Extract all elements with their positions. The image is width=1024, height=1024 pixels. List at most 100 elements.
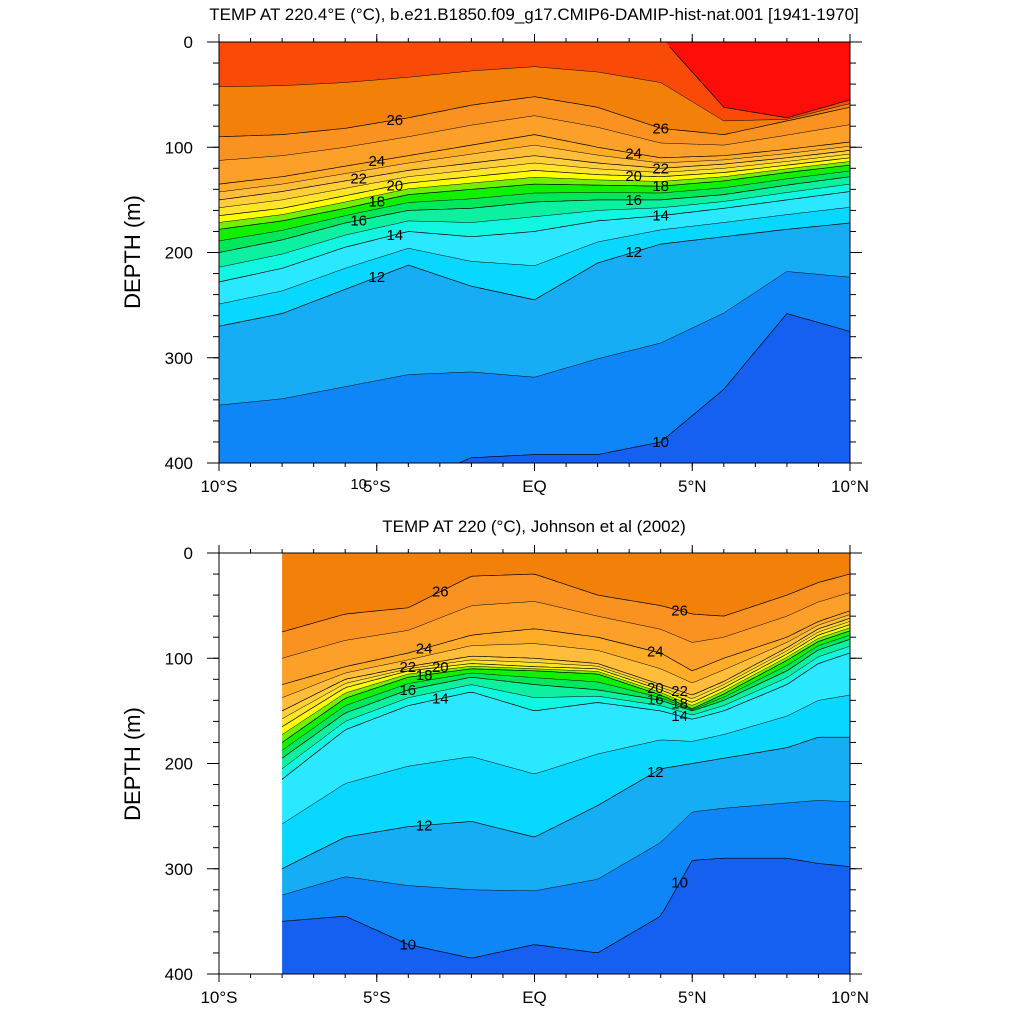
- contour-line-21: [282, 621, 850, 720]
- contour-label-10: 10: [671, 875, 688, 892]
- contour-band-above-28: [665, 42, 850, 118]
- contour-label-26: 26: [671, 603, 688, 620]
- contour-label-12: 12: [647, 764, 664, 781]
- contour-label-22: 22: [399, 659, 416, 676]
- contour-label-12: 12: [368, 269, 385, 286]
- contour-band-25: [282, 574, 850, 659]
- x-tick-label: 5°S: [363, 988, 391, 1007]
- x-tick-label: 5°N: [678, 988, 707, 1007]
- x-tick-label: 5°S: [363, 477, 391, 496]
- contour-line-20: [219, 157, 850, 217]
- filled-contours-bottom: [282, 553, 850, 974]
- contour-band-10: [219, 271, 850, 463]
- contour-band-10: [282, 800, 850, 958]
- contour-band-16: [219, 170, 850, 253]
- contour-band-21: [219, 150, 850, 208]
- y-tick-label: 0: [184, 544, 193, 563]
- x-tick-label: 5°N: [678, 477, 707, 496]
- contour-label-26: 26: [432, 584, 449, 601]
- contour-label-16: 16: [647, 691, 664, 708]
- contour-label-14: 14: [652, 208, 669, 225]
- contour-label-16: 16: [350, 212, 367, 229]
- contour-label-12: 12: [625, 244, 642, 261]
- contour-band-18: [282, 627, 850, 743]
- contour-line-17: [282, 634, 850, 751]
- contour-label-22: 22: [652, 160, 669, 177]
- filled-contours-top: [219, 42, 850, 463]
- contour-label-16: 16: [625, 192, 642, 209]
- contour-line-12: [219, 222, 850, 327]
- contour-band-15: [219, 176, 850, 268]
- contour-line-24: [282, 610, 850, 685]
- contour-band-24: [219, 115, 850, 185]
- contour-label-18: 18: [416, 667, 433, 684]
- contour-line-20: [282, 624, 850, 727]
- contour-label-18: 18: [368, 194, 385, 211]
- chart-panel-top: TEMP AT 220.4°E (°C), b.e21.B1850.f09_g1…: [120, 5, 869, 496]
- contour-line-16: [219, 176, 850, 253]
- contour-line-21: [219, 153, 850, 209]
- contour-line-14: [282, 652, 850, 780]
- contour-band-17: [219, 165, 850, 241]
- contour-line-13: [282, 694, 850, 825]
- contour-label-26: 26: [652, 120, 669, 137]
- contour-band-below-10: [458, 313, 850, 463]
- contour-line-19: [282, 627, 850, 735]
- contour-band-below-10: [282, 858, 850, 974]
- contour-label-18: 18: [652, 178, 669, 195]
- contour-label-22: 22: [350, 171, 367, 188]
- contour-band-24: [282, 592, 850, 685]
- contour-line-19: [219, 161, 850, 223]
- contour-label-20: 20: [647, 680, 664, 697]
- contour-lines-bottom: [282, 573, 850, 959]
- contour-line-14: [219, 191, 850, 283]
- y-tick-label: 400: [165, 454, 193, 473]
- y-tick-label: 100: [165, 649, 193, 668]
- contour-line-17: [219, 170, 850, 242]
- x-tick-label: 10°S: [200, 988, 237, 1007]
- contour-band-11: [282, 737, 850, 896]
- contour-line-18: [219, 164, 850, 230]
- contour-label-20: 20: [432, 659, 449, 676]
- contour-band-13: [282, 653, 850, 824]
- y-tick-label: 0: [184, 33, 193, 52]
- contour-line-26: [282, 573, 850, 633]
- contour-line-26: [219, 96, 850, 138]
- axis-ticks-top: 10°S 5°S EQ 5°N 10°N 0 100 200 300 400: [165, 33, 869, 496]
- contour-band-26: [219, 66, 850, 137]
- contour-label-10: 10: [652, 434, 669, 451]
- contour-band-22: [282, 614, 850, 711]
- contour-band-12: [282, 695, 850, 869]
- contour-band-27: [219, 42, 850, 121]
- contour-band-13: [219, 191, 850, 305]
- contour-line-13: [219, 206, 850, 305]
- x-tick-label: EQ: [522, 988, 547, 1007]
- chart-title-top: TEMP AT 220.4°E (°C), b.e21.B1850.f09_g1…: [209, 5, 859, 24]
- contour-label-24: 24: [647, 644, 664, 661]
- x-tick-label: 10°S: [200, 477, 237, 496]
- contour-line-16: [282, 638, 850, 759]
- contour-line-11: [282, 800, 850, 896]
- contour-line-11: [219, 271, 850, 406]
- y-axis-label-top: DEPTH (m): [120, 195, 145, 309]
- contour-label-22: 22: [671, 683, 688, 700]
- contour-label-12: 12: [416, 817, 433, 834]
- contour-line-22: [282, 617, 850, 712]
- contour-label-10: 10: [399, 936, 416, 953]
- contour-line-25: [219, 115, 850, 161]
- contour-line-18: [282, 630, 850, 743]
- contour-line-28: [669, 46, 850, 119]
- contour-label-20: 20: [386, 178, 403, 195]
- y-tick-label: 400: [165, 965, 193, 984]
- contour-line-23: [282, 614, 850, 698]
- contour-lines-top: [219, 46, 850, 463]
- contour-line-15: [219, 183, 850, 268]
- contour-line-10: [457, 313, 850, 463]
- x-tick-label: 10°N: [831, 988, 869, 1007]
- chart-title-bottom: TEMP AT 220 (°C), Johnson et al (2002): [382, 517, 686, 536]
- contour-band-17: [282, 630, 850, 751]
- contour-label-24: 24: [416, 641, 433, 658]
